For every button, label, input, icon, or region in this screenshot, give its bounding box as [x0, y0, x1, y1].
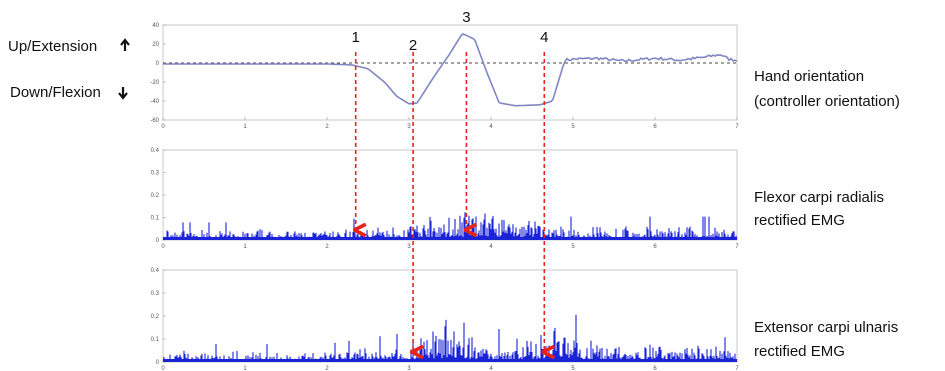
x-tick-label: 0: [161, 244, 165, 250]
y-tick-label: 0: [156, 360, 160, 366]
extensor-emg-panel: 0 1 2 3 4 5 6 7 0.4 0.3 0.2 0.1 0: [151, 268, 740, 371]
x-tick-label: 7: [735, 366, 739, 371]
flexor-emg-label: rectified EMG: [754, 212, 845, 229]
x-tick-label: 6: [653, 244, 657, 250]
y-tick-label: 0.2: [151, 193, 160, 199]
y-tick-label: 20: [152, 42, 159, 48]
emg-trace: [163, 212, 737, 240]
x-tick-label: 4: [489, 244, 493, 250]
y-tick-label: 40: [152, 23, 159, 29]
plot-frame: [162, 269, 738, 363]
event-label-2: 2: [409, 37, 417, 54]
x-tick-label: 6: [653, 366, 657, 371]
x-tick-label: 1: [243, 366, 247, 371]
down-arrow-icon: [118, 87, 128, 100]
hand-orientation-label: Hand orientation: [754, 68, 864, 85]
event-arrows: 1 2 3 4: [352, 9, 549, 352]
orientation-line: [163, 32, 738, 107]
plot-frame: [162, 149, 738, 241]
x-tick-label: 4: [489, 124, 493, 130]
emg-baseline-band: [163, 237, 737, 240]
x-tick-label: 3: [407, 366, 411, 371]
extensor-label: Extensor carpi ulnaris: [754, 319, 898, 336]
x-tick-label: 3: [407, 244, 411, 250]
y-tick-label: 0: [156, 61, 160, 67]
y-tick-label: 0.3: [151, 291, 160, 297]
x-tick-label: 5: [571, 244, 575, 250]
y-tick-label: 0.1: [151, 216, 160, 222]
extensor-emg-label: rectified EMG: [754, 343, 845, 360]
y-tick-label: 0.1: [151, 337, 160, 343]
x-tick-label: 3: [407, 124, 411, 130]
y-tick-label: 0: [156, 238, 160, 244]
event-label-3: 3: [462, 9, 470, 26]
x-tick-label: 7: [735, 244, 739, 250]
hand-orientation-panel: 0 1 2 3 4 5 6 7 40 20 0 -20 -40 -60: [150, 23, 739, 130]
x-tick-label: 5: [571, 366, 575, 371]
x-tick-label: 0: [161, 366, 165, 371]
y-tick-label: -40: [150, 99, 159, 105]
event-label-4: 4: [540, 29, 548, 46]
y-tick-label: -60: [150, 118, 159, 124]
y-tick-label: 0.2: [151, 314, 160, 320]
x-tick-label: 6: [653, 124, 657, 130]
y-tick-label: 0.3: [151, 171, 160, 177]
flexor-emg-panel: 0 1 2 3 4 5 6 7 0.4 0.3 0.2 0.1 0: [151, 148, 740, 250]
x-tick-label: 2: [325, 366, 329, 371]
emg-baseline-band: [163, 359, 737, 362]
y-tick-label: -20: [150, 80, 159, 86]
x-tick-label: 5: [571, 124, 575, 130]
x-tick-label: 4: [489, 366, 493, 371]
x-tick-label: 7: [735, 124, 739, 130]
flexor-label: Flexor carpi radialis: [754, 189, 884, 206]
y-tick-label: 0.4: [151, 268, 160, 274]
emg-trace: [163, 314, 737, 362]
y-tick-label: 0.4: [151, 148, 160, 154]
x-tick-label: 2: [325, 124, 329, 130]
controller-orientation-label: (controller orientation): [754, 93, 900, 110]
event-label-1: 1: [352, 29, 360, 46]
x-tick-label: 1: [243, 244, 247, 250]
down-flexion-label: Down/Flexion: [10, 84, 101, 101]
up-extension-label: Up/Extension: [8, 38, 97, 55]
x-tick-label: 0: [161, 124, 165, 130]
plot-frame: [162, 24, 738, 121]
x-tick-label: 2: [325, 244, 329, 250]
x-tick-label: 1: [243, 124, 247, 130]
up-arrow-icon: [120, 38, 130, 51]
